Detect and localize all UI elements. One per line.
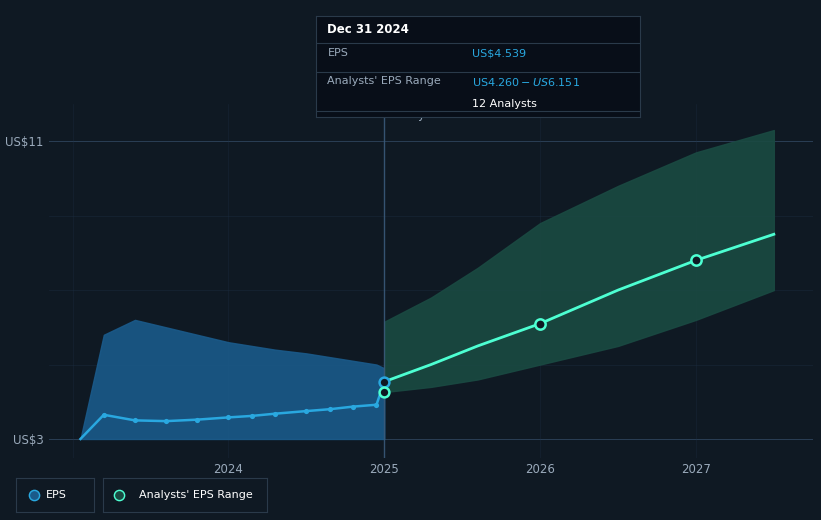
Point bbox=[159, 417, 172, 425]
Text: US$4.260 - US$6.151: US$4.260 - US$6.151 bbox=[472, 76, 580, 88]
Point bbox=[534, 319, 547, 328]
Text: Analysts Forecasts: Analysts Forecasts bbox=[392, 108, 502, 121]
Point bbox=[378, 378, 391, 386]
Text: 12 Analysts: 12 Analysts bbox=[472, 99, 537, 109]
Text: Dec 31 2024: Dec 31 2024 bbox=[328, 23, 410, 36]
Point bbox=[346, 402, 360, 411]
Point bbox=[245, 412, 259, 420]
Point bbox=[27, 491, 40, 499]
Point bbox=[222, 413, 235, 422]
Point bbox=[190, 415, 204, 424]
Point bbox=[112, 491, 126, 499]
Point bbox=[378, 388, 391, 396]
Point bbox=[112, 491, 126, 499]
Text: US$4.539: US$4.539 bbox=[472, 48, 526, 58]
Text: EPS: EPS bbox=[328, 48, 348, 58]
Point bbox=[370, 400, 383, 409]
Point bbox=[268, 410, 282, 418]
Point bbox=[27, 491, 40, 499]
Point bbox=[323, 405, 337, 413]
Text: Actual: Actual bbox=[340, 108, 377, 121]
Text: Analysts' EPS Range: Analysts' EPS Range bbox=[139, 490, 253, 500]
Point bbox=[128, 416, 141, 424]
Point bbox=[690, 256, 703, 265]
Point bbox=[300, 407, 313, 415]
Text: EPS: EPS bbox=[46, 490, 67, 500]
Point bbox=[97, 411, 110, 419]
Text: Analysts' EPS Range: Analysts' EPS Range bbox=[328, 76, 441, 86]
